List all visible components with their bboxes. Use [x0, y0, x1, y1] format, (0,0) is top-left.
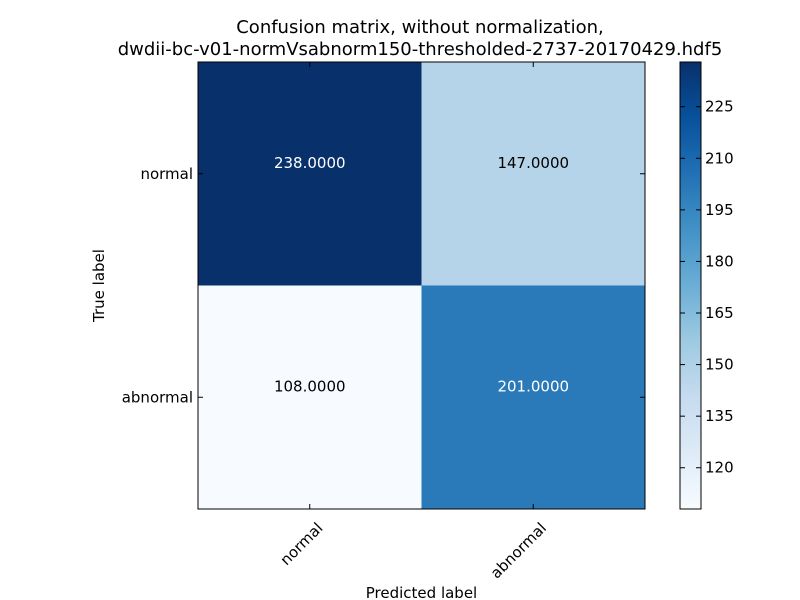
matrix-cell-1-0: [198, 285, 422, 509]
colorbar-tick-label: 180: [705, 252, 734, 270]
cell-value-label: 147.0000: [497, 154, 569, 172]
x-axis-label: Predicted label: [366, 584, 477, 600]
y-axis-ticks: normal abnormal: [122, 165, 645, 406]
colorbar-tick-label: 225: [705, 98, 734, 116]
colorbar-ticks: 120 135 150 165 180 195 210 225: [680, 98, 734, 477]
colorbar-tick-label: 135: [705, 407, 734, 425]
matrix-cell-0-0: [198, 62, 422, 286]
y-tick-label: abnormal: [122, 388, 193, 406]
colorbar-tick-label: 165: [705, 304, 734, 322]
colorbar-tick-label: 150: [705, 356, 734, 374]
y-axis-label: True label: [90, 249, 108, 323]
x-tick-label: normal: [277, 519, 327, 569]
plot-frame: [197, 61, 646, 510]
colorbar-tick-label: 210: [705, 149, 734, 167]
matrix-cell-labels: 238.0000 147.0000 108.0000 201.0000: [274, 154, 569, 396]
matrix-cell-1-1: [421, 285, 645, 509]
chart-title-line-2: dwdii-bc-v01-normVsabnorm150-thresholded…: [118, 39, 723, 60]
colorbar-tick-label: 120: [705, 459, 734, 477]
cell-value-label: 201.0000: [497, 377, 569, 395]
matrix-cells: [198, 62, 645, 509]
cell-value-label: 108.0000: [274, 377, 346, 395]
chart-title: Confusion matrix, without normalization,…: [118, 17, 723, 60]
matrix-cell-0-1: [421, 62, 645, 286]
colorbar-tick-label: 195: [705, 201, 734, 219]
chart-title-line-1: Confusion matrix, without normalization,: [236, 17, 604, 38]
y-tick-label: normal: [140, 165, 193, 183]
cell-value-label: 238.0000: [274, 154, 346, 172]
x-tick-label: abnormal: [487, 519, 550, 582]
colorbar: [679, 61, 702, 510]
